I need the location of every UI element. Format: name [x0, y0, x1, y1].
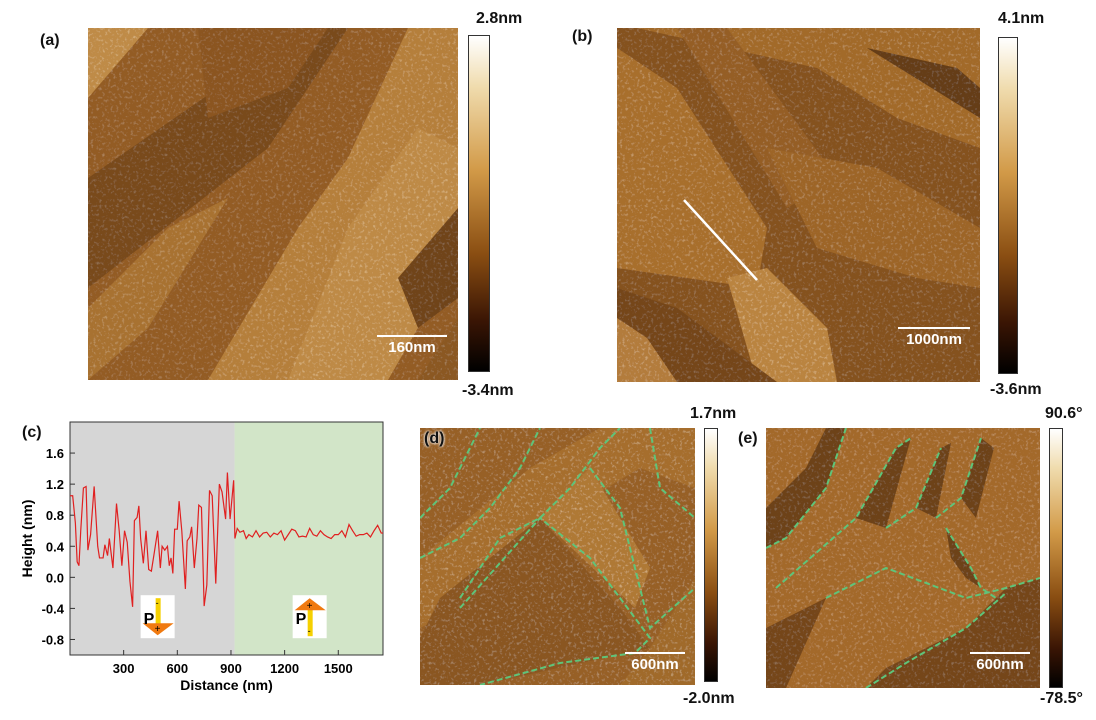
- colorbar-max-b: 4.1nm: [998, 10, 1045, 27]
- panel-label-d: (d): [424, 430, 445, 447]
- polarization-down-arrow-shaft: [155, 598, 161, 627]
- scale-bar-d: 600nm: [625, 652, 685, 673]
- polarization-down-plus: +: [155, 624, 161, 635]
- polarization-down-arrow-icon: [142, 623, 174, 636]
- afm-height-image-b: [617, 28, 980, 382]
- plot-frame: [69, 421, 384, 656]
- colorbar-max-e: 90.6°: [1045, 405, 1083, 422]
- polarization-up-label: P: [296, 611, 307, 628]
- colorbar-min-d: -2.0nm: [683, 690, 735, 707]
- colorbar-min-e: -78.5°: [1040, 690, 1083, 707]
- y-tick-label: 0.0: [46, 570, 64, 585]
- scale-bar-label: 160nm: [388, 339, 436, 356]
- x-tick-label: 1200: [270, 661, 299, 676]
- y-axis-label: Height (nm): [19, 500, 35, 578]
- polarization-up-plus: +: [307, 601, 313, 612]
- y-tick-label: 1.6: [46, 446, 64, 461]
- y-tick-label: -0.8: [42, 632, 64, 647]
- x-tick-label: 1500: [324, 661, 353, 676]
- scale-bar-e: 600nm: [970, 652, 1030, 673]
- polarization-up-minus: -: [308, 626, 311, 636]
- polarization-up-arrow-icon: [294, 598, 326, 611]
- scale-bar-label: 600nm: [631, 656, 679, 673]
- x-axis-label: Distance (nm): [180, 677, 273, 693]
- panel-label-a: (a): [40, 32, 60, 49]
- height-profile-line: [70, 472, 383, 607]
- x-tick-label: 600: [166, 661, 188, 676]
- x-tick-label: 900: [220, 661, 242, 676]
- profile-line: [683, 199, 758, 281]
- panel-label-b: (b): [572, 28, 593, 45]
- scale-bar-b: 1000nm: [898, 327, 970, 348]
- afm-height-image-d: [420, 428, 695, 685]
- panel-label-c: (c): [22, 424, 42, 441]
- panel-label-e: (e): [738, 430, 758, 447]
- afm-phase-image-e: [766, 428, 1040, 688]
- scale-bar-label: 1000nm: [906, 331, 962, 348]
- x-tick-label: 300: [113, 661, 135, 676]
- colorbar-e: [1049, 428, 1063, 688]
- colorbar-max-a: 2.8nm: [476, 10, 523, 27]
- y-tick-label: 0.4: [46, 539, 65, 554]
- colorbar-a: [468, 35, 490, 372]
- colorbar-max-d: 1.7nm: [690, 405, 737, 422]
- scale-bar-label: 600nm: [976, 656, 1024, 673]
- y-tick-label: -0.4: [42, 601, 65, 616]
- scale-bar-a: 160nm: [377, 335, 447, 356]
- colorbar-b: [998, 37, 1018, 374]
- y-tick-label: 0.8: [46, 508, 64, 523]
- colorbar-d: [704, 428, 718, 682]
- afm-height-image-a: [88, 28, 458, 380]
- polarization-down-label: P: [144, 611, 155, 628]
- polarization-down-minus: -: [156, 598, 159, 608]
- polarization-up-arrow-shaft: [307, 608, 313, 637]
- colorbar-min-a: -3.4nm: [462, 382, 514, 399]
- y-tick-label: 1.2: [46, 477, 64, 492]
- colorbar-min-b: -3.6nm: [990, 381, 1042, 398]
- height-profile-chart: -0.8 -0.4 0.0 0.4 0.8 1.2 1.6 300 600 900 1200 1500…: [19, 421, 384, 693]
